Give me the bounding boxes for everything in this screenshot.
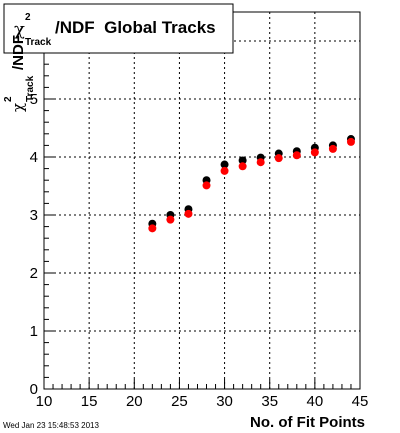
data-point [292, 151, 301, 160]
data-points [148, 135, 355, 233]
y-tick-label: 3 [30, 207, 38, 224]
x-tick-label: 10 [36, 393, 53, 410]
chart-title: /NDF Global Tracks [55, 18, 216, 37]
data-point [220, 160, 229, 169]
x-tick-label: 15 [81, 393, 98, 410]
ylabel-chi-symbol: χ [9, 103, 27, 112]
y-tick-label: 0 [30, 381, 38, 398]
ylabel-subscript: Track [25, 75, 36, 102]
data-point [148, 224, 157, 233]
grid [44, 12, 360, 389]
title-box: χ 2 Track /NDF Global Tracks [3, 3, 234, 54]
data-point [346, 137, 355, 146]
x-tick-label: 25 [171, 393, 188, 410]
data-point [166, 215, 175, 224]
x-tick-label: 45 [352, 393, 369, 410]
title-superscript: 2 [25, 12, 31, 23]
x-tick-label: 40 [307, 393, 324, 410]
data-point [202, 181, 211, 190]
title-subscript: Track [25, 37, 52, 48]
x-axis-title: No. of Fit Points [250, 414, 365, 431]
y-axis-title: χ 2 Track /NDF [3, 35, 36, 112]
data-point [274, 154, 283, 163]
tick-labels: 10152025303540450123456 [30, 33, 369, 410]
ylabel-superscript: 2 [3, 96, 14, 102]
y-tick-label: 1 [30, 323, 38, 340]
data-point [310, 148, 319, 157]
data-point [238, 162, 247, 171]
y-tick-label: 5 [30, 91, 38, 108]
x-tick-label: 30 [216, 393, 233, 410]
data-point [328, 144, 337, 153]
plot-frame [43, 11, 361, 390]
y-tick-label: 2 [30, 265, 38, 282]
title-chi-symbol: χ [14, 19, 25, 40]
data-point [256, 158, 265, 167]
data-point [184, 209, 193, 218]
timestamp: Wed Jan 23 15:48:53 2013 [3, 421, 99, 430]
x-tick-label: 35 [261, 393, 278, 410]
data-point [220, 166, 229, 175]
data-point [238, 156, 247, 165]
x-tick-label: 20 [126, 393, 143, 410]
y-tick-label: 4 [30, 149, 38, 166]
axis-ticks [43, 17, 361, 390]
ylabel-text: /NDF [10, 35, 27, 70]
